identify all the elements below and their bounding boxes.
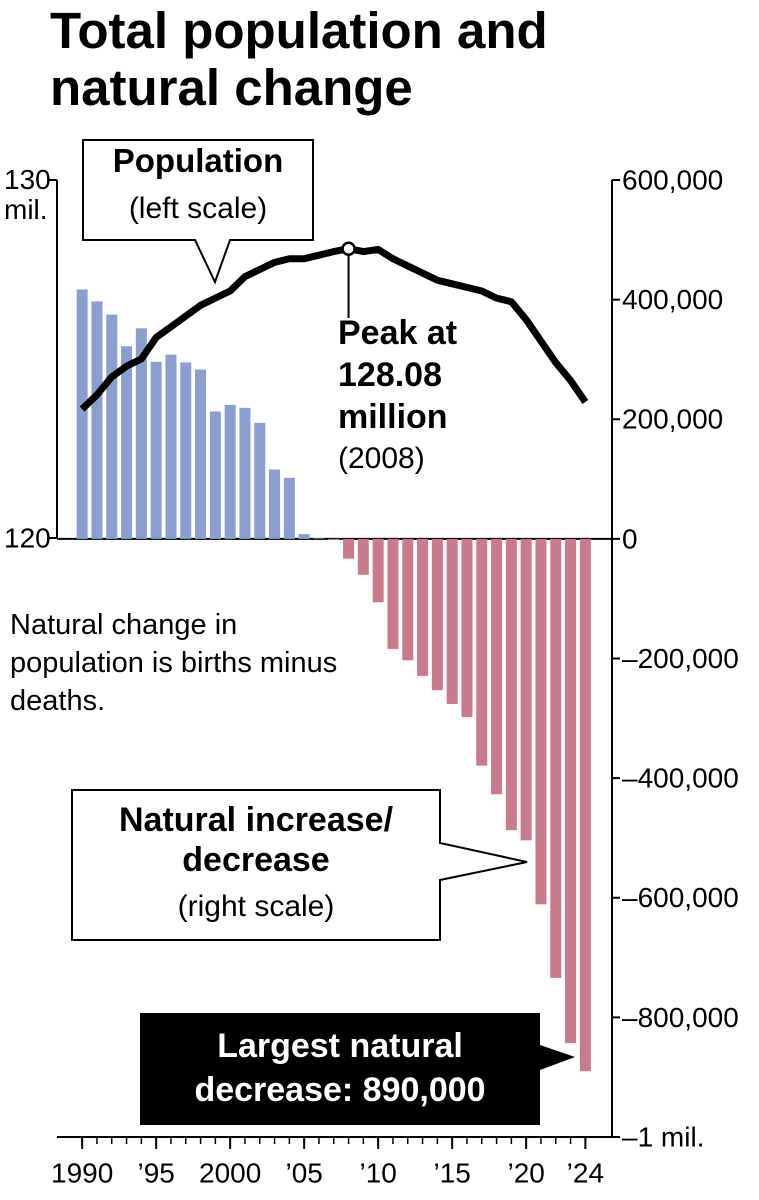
bar xyxy=(579,538,591,1072)
bar xyxy=(180,362,192,539)
bar xyxy=(165,354,177,539)
bar xyxy=(357,538,369,575)
largest-label: Largest natural decrease: 890,000 xyxy=(194,1027,486,1109)
chart-title: Total population and natural change xyxy=(50,2,548,116)
bar xyxy=(269,469,281,539)
bar xyxy=(76,289,88,539)
peak-year: (2008) xyxy=(338,442,425,475)
bar xyxy=(476,538,488,766)
bar xyxy=(298,534,310,539)
note: Natural change in population is births m… xyxy=(10,609,338,717)
y2-tick-label: –600,000 xyxy=(622,882,739,913)
x-tick-label: 2000 xyxy=(199,1157,261,1188)
y2-tick-label: –200,000 xyxy=(622,643,739,674)
y-tick-label: 130 mil. xyxy=(4,164,51,225)
bar xyxy=(135,328,147,539)
series-label: Population xyxy=(112,142,284,179)
bar xyxy=(283,477,295,539)
bar xyxy=(402,538,414,661)
y2-tick-label: 400,000 xyxy=(622,284,723,315)
population-callout xyxy=(82,139,314,285)
bar xyxy=(446,538,458,704)
x-tick-label: ’05 xyxy=(285,1157,322,1188)
bar xyxy=(195,369,207,539)
scale-note: (right scale) xyxy=(177,890,335,923)
bar xyxy=(491,538,503,795)
bar xyxy=(387,538,399,649)
bar xyxy=(535,538,547,905)
population-line xyxy=(79,245,589,412)
largest-callout xyxy=(140,1013,575,1125)
scale-note: (left scale) xyxy=(128,192,268,225)
bar xyxy=(91,301,103,539)
y2-tick-label: 0 xyxy=(622,523,638,554)
x-tick-label: ’24 xyxy=(567,1157,604,1188)
bar xyxy=(431,538,443,691)
series-label: Natural increase/ decrease xyxy=(118,801,394,879)
bar xyxy=(461,538,473,718)
bar xyxy=(505,538,517,831)
bar xyxy=(254,422,266,539)
y-tick-label-line: mil. xyxy=(4,194,48,225)
natural-callout xyxy=(71,789,528,941)
bar xyxy=(520,538,532,841)
bar xyxy=(239,407,251,539)
x-tick-label: ’20 xyxy=(507,1157,544,1188)
y2-tick-label: 600,000 xyxy=(622,164,723,195)
y2-tick-label: –800,000 xyxy=(622,1002,739,1033)
y-tick-label-line: 130 xyxy=(4,164,51,195)
bar xyxy=(550,538,562,978)
bar xyxy=(106,314,118,539)
x-tick-label: ’95 xyxy=(137,1157,174,1188)
bar xyxy=(313,538,325,539)
x-tick-label: 1990 xyxy=(51,1157,113,1188)
bar xyxy=(121,346,133,539)
y2-tick-label: 200,000 xyxy=(622,404,723,435)
bar xyxy=(343,538,355,559)
bar xyxy=(328,538,340,541)
y-tick-label: 120 xyxy=(4,522,51,553)
x-tick-label: ’10 xyxy=(359,1157,396,1188)
y2-tick-label: –1 mil. xyxy=(622,1121,704,1152)
bar xyxy=(417,538,429,676)
x-tick-label: ’15 xyxy=(433,1157,470,1188)
peak-marker xyxy=(341,241,356,256)
peak-label: Peak at 128.08 million xyxy=(338,314,458,436)
bar xyxy=(565,538,577,1044)
y2-tick-label: –400,000 xyxy=(622,763,739,794)
bar xyxy=(150,361,162,539)
bar xyxy=(372,538,384,603)
bar xyxy=(209,411,221,539)
bar xyxy=(224,404,236,539)
